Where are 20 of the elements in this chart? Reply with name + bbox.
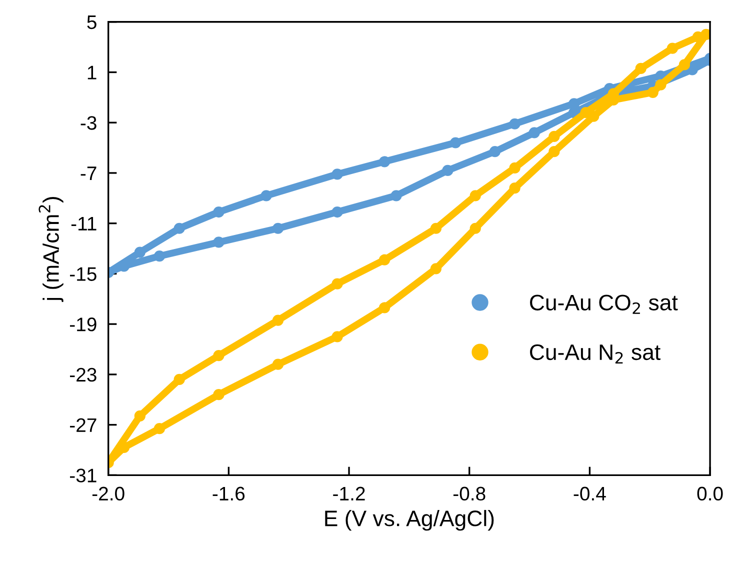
x-tick-label: -2.0 (92, 486, 124, 501)
x-axis-title: E (V vs. Ag/AgCl) (325, 510, 494, 531)
y-tick-label: -31 (70, 468, 96, 482)
y-tick-label: -15 (70, 267, 96, 281)
x-tick-label: -1.6 (212, 486, 245, 501)
y-tick-label: 1 (88, 66, 96, 80)
x-tick-label: -1.2 (333, 486, 365, 500)
y-tick-label: -11 (71, 217, 96, 230)
y-axis-title: j (mA/cm$^{2}$) (38, 197, 64, 302)
y-tick-label: -7 (80, 166, 96, 180)
y-tick-label: -19 (70, 318, 96, 332)
x-tick-label: -0.4 (574, 486, 606, 501)
y-tick-label: 5 (87, 16, 96, 30)
x-tick-label: -0.8 (453, 486, 486, 501)
y-tick-label: -27 (70, 418, 96, 432)
legend-label: Cu-Au N$_{2}$ sat (530, 344, 660, 364)
legend-label: Cu-Au CO$_{2}$ sat (530, 294, 678, 314)
x-tick-label: 0.0 (697, 486, 723, 501)
y-tick-label: -3 (80, 116, 96, 130)
y-tick-label: -23 (70, 368, 96, 382)
